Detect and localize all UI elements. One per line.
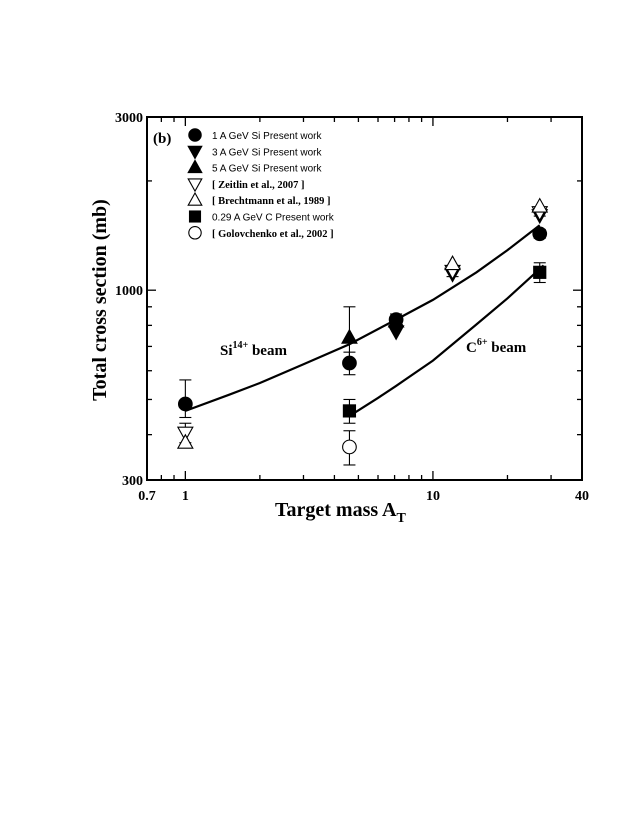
- x-tick-label: 10: [426, 489, 440, 504]
- y-tick-label: 300: [122, 474, 143, 489]
- legend-label-golovchenko-et-al-2002: [ Golovchenko et al., 2002 ]: [212, 229, 334, 240]
- point-brechtmann-et-al-1989: [444, 255, 461, 271]
- y-tick-label: 3000: [115, 111, 143, 126]
- point-0-29-a-gev-c-present-work: [533, 265, 547, 279]
- point-1-a-gev-si-present-work: [532, 226, 548, 242]
- legend-label-1-a-gev-si-present-work: 1 A GeV Si Present work: [212, 131, 322, 142]
- fit-curve-si-beam: [185, 224, 541, 412]
- fit-curve-c-beam: [348, 264, 545, 418]
- plot-border: [146, 116, 583, 481]
- x-axis-title-text: Target mass A: [275, 499, 397, 521]
- legend-label-0-29-a-gev-c-present-work: 0.29 A GeV C Present work: [212, 213, 335, 224]
- data-points: [176, 197, 549, 466]
- si-beam-label-suffix: beam: [248, 343, 287, 359]
- legend-marker-5-a-gev-si-present-work: [187, 159, 203, 174]
- legend-label-3-a-gev-si-present-work: 3 A GeV Si Present work: [212, 147, 322, 158]
- point-3-a-gev-si-present-work: [387, 325, 405, 341]
- point-0-29-a-gev-c-present-work: [342, 404, 357, 418]
- legend-label-brechtmann-et-al-1989: [ Brechtmann et al., 1989 ]: [212, 196, 331, 207]
- c-beam-label: C6+ beam: [466, 337, 527, 356]
- point-1-a-gev-si-present-work: [177, 396, 193, 412]
- legend-marker-golovchenko-et-al-2002: [188, 226, 202, 240]
- x-axis-title-subscript: T: [396, 511, 406, 526]
- point-5-a-gev-si-present-work: [341, 328, 358, 344]
- c-beam-label-sup: 6+: [477, 337, 488, 348]
- c-beam-label-text: C: [466, 340, 477, 356]
- axis-tick-labels: 0.7 1 10 40 300 1000 3000: [115, 111, 589, 504]
- x-tick-label: 1: [182, 489, 189, 504]
- legend-marker-0-29-a-gev-c-present-work: [188, 210, 202, 223]
- plot-frame: [146, 116, 583, 481]
- si-beam-label-sup: 14+: [233, 340, 249, 351]
- point-5-a-gev-si-present-work: [387, 312, 405, 328]
- point-brechtmann-et-al-1989: [531, 197, 549, 213]
- axis-ticks: [147, 117, 582, 480]
- legend-marker-1-a-gev-si-present-work: [188, 128, 202, 142]
- legend-label-5-a-gev-si-present-work: 5 A GeV Si Present work: [212, 164, 322, 175]
- c-beam-label-suffix: beam: [488, 340, 527, 356]
- legend-label-zeitlin-et-al-2007: [ Zeitlin et al., 2007 ]: [212, 180, 304, 191]
- legend: 1 A GeV Si Present work 3 A GeV Si Presen…: [187, 128, 335, 240]
- x-tick-label: 40: [575, 489, 589, 504]
- fit-curves: [185, 224, 545, 418]
- legend-marker-zeitlin-et-al-2007: [187, 178, 203, 193]
- panel-label: (b): [153, 131, 171, 147]
- si-beam-label-text: Si: [220, 343, 233, 359]
- y-tick-label: 1000: [115, 284, 143, 299]
- legend-marker-3-a-gev-si-present-work: [187, 145, 203, 160]
- x-tick-label: 0.7: [138, 489, 156, 504]
- point-brechtmann-et-al-1989: [176, 433, 194, 449]
- point-golovchenko-et-al-2002: [342, 439, 357, 455]
- legend-marker-brechtmann-et-al-1989: [187, 191, 203, 206]
- si-beam-label: Si14+ beam: [220, 340, 287, 359]
- x-axis-title: Target mass AT: [275, 499, 406, 526]
- y-axis-title: Total cross section (mb): [89, 199, 111, 401]
